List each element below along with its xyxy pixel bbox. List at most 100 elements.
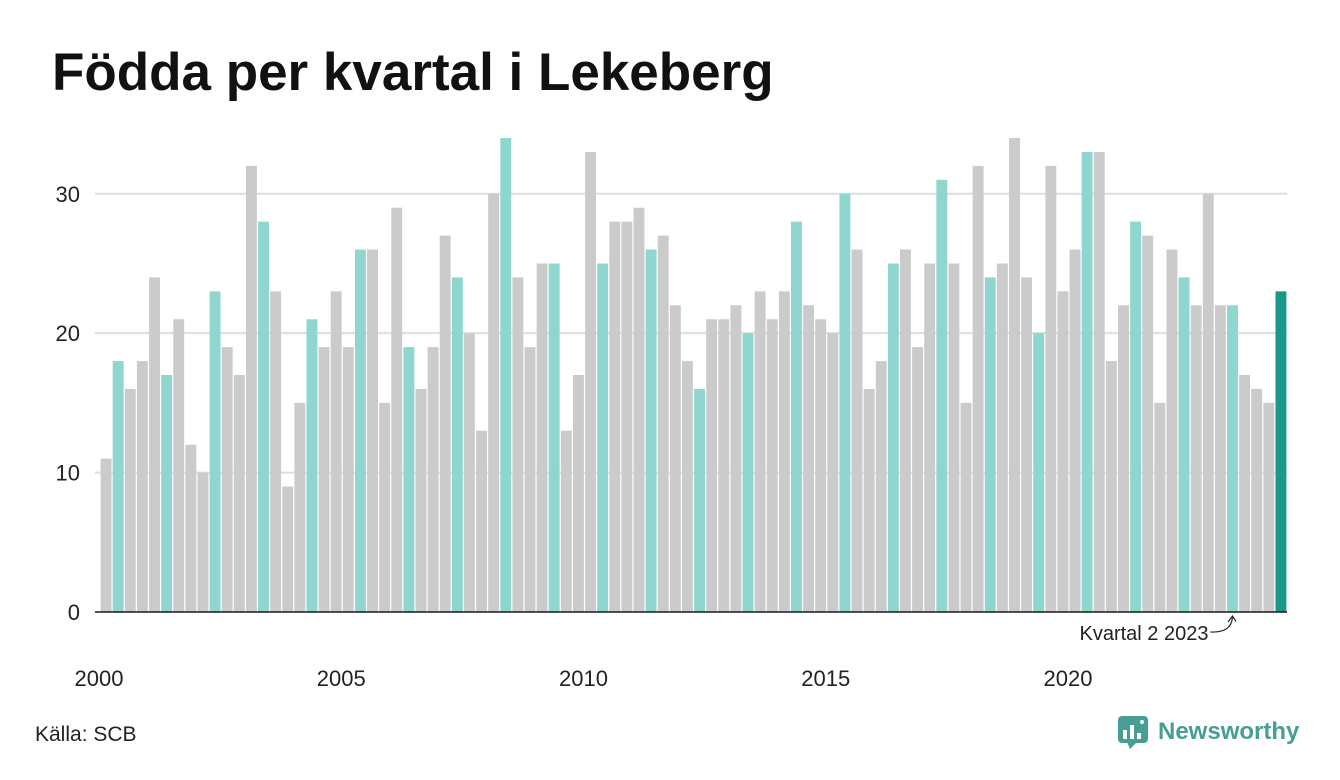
bar-2001-Q1	[149, 277, 160, 612]
bar-2011-Q1	[633, 207, 645, 612]
bar-2016-Q3	[900, 249, 911, 612]
bar-2009-Q1	[536, 263, 548, 612]
bar-2020-Q4	[1105, 361, 1117, 612]
bar-2022-Q3	[1190, 305, 1202, 612]
bar-2015-Q2	[839, 193, 851, 612]
y-tick-label: 20	[56, 321, 80, 346]
bar-2014-Q4	[815, 319, 827, 612]
bar-2007-Q4	[476, 430, 487, 612]
bar-2017-Q2	[936, 179, 948, 612]
chart-title: Födda per kvartal i Lekeberg	[52, 43, 774, 102]
bar-2009-Q2	[548, 263, 560, 612]
bar-2016-Q1	[875, 361, 887, 612]
bar-2021-Q3	[1142, 235, 1154, 612]
bar-2015-Q4	[863, 388, 875, 612]
newsworthy-logo-icon	[1118, 716, 1148, 749]
bar-2010-Q4	[621, 221, 633, 612]
bar-2006-Q2	[403, 347, 415, 612]
bar-2023-Q1	[1214, 305, 1226, 612]
bar-2005-Q4	[379, 402, 391, 612]
bar-2013-Q4	[766, 319, 778, 612]
bar-2013-Q2	[742, 333, 754, 612]
bar-2005-Q3	[367, 249, 378, 612]
bar-2000-Q3	[124, 388, 136, 612]
bar-2016-Q4	[912, 347, 924, 612]
bar-2018-Q2	[984, 277, 996, 612]
annotation-arrow	[1210, 616, 1234, 633]
annotation-label: Kvartal 2 2023	[1080, 623, 1209, 645]
bar-2015-Q3	[851, 249, 863, 612]
bar-2023-Q2	[1227, 305, 1238, 612]
bar-2001-Q3	[173, 319, 185, 612]
bar-2021-Q2	[1130, 221, 1142, 612]
bar-2014-Q2	[791, 221, 802, 612]
bar-2010-Q2	[597, 263, 609, 612]
bar-2005-Q1	[342, 347, 354, 612]
bar-2024-Q1	[1263, 402, 1275, 612]
bar-2007-Q3	[463, 333, 475, 612]
bar-2003-Q3	[270, 291, 282, 612]
x-tick-label: 2010	[559, 666, 608, 691]
bar-2020-Q3	[1093, 151, 1105, 612]
bar-2019-Q3	[1045, 165, 1057, 612]
bar-2007-Q1	[439, 235, 451, 612]
bar-2009-Q3	[560, 430, 572, 612]
bar-2002-Q2	[209, 291, 221, 612]
bar-2000-Q2	[112, 361, 124, 612]
bar-2001-Q4	[185, 444, 197, 612]
bar-2004-Q1	[294, 402, 306, 612]
brand-logo: Newsworthy	[1118, 716, 1300, 749]
bar-2008-Q2	[500, 138, 512, 612]
bar-2021-Q1	[1118, 305, 1129, 612]
bar-2006-Q1	[391, 207, 403, 612]
bar-2004-Q4	[330, 291, 342, 612]
y-axis-labels: 0 10 20 30	[56, 182, 80, 625]
bar-2018-Q4	[1009, 138, 1020, 612]
bar-2020-Q1	[1069, 249, 1081, 612]
bar-2022-Q4	[1202, 193, 1214, 612]
bar-2015-Q1	[827, 333, 839, 612]
bar-2014-Q3	[803, 305, 815, 612]
bar-2022-Q2	[1178, 277, 1190, 612]
x-axis-labels: 2000 2005 2010 2015 2020	[75, 666, 1093, 691]
bar-2011-Q2	[645, 249, 657, 612]
y-tick-label: 30	[56, 182, 80, 207]
bar-2004-Q2	[306, 319, 318, 612]
bar-2010-Q3	[609, 221, 621, 612]
bar-2018-Q1	[972, 165, 984, 612]
bar-2023-Q3	[1239, 375, 1251, 612]
bar-2011-Q4	[669, 305, 681, 612]
bar-2020-Q2	[1081, 151, 1093, 612]
x-tick-label: 2000	[75, 666, 124, 691]
bar-2000-Q4	[136, 361, 148, 612]
bar-2008-Q4	[524, 347, 536, 612]
bar-2019-Q4	[1057, 291, 1069, 612]
brand-name: Newsworthy	[1158, 718, 1300, 745]
bar-2021-Q4	[1154, 402, 1166, 612]
bar-2003-Q2	[258, 221, 269, 612]
bar-2017-Q3	[948, 263, 960, 612]
bar-2000-Q1	[100, 458, 112, 612]
bar-2001-Q2	[161, 375, 173, 612]
bar-2013-Q1	[730, 305, 742, 612]
bar-2009-Q4	[572, 375, 584, 612]
bar-2016-Q2	[887, 263, 899, 612]
x-tick-label: 2015	[801, 666, 850, 691]
bar-2012-Q4	[718, 319, 730, 612]
bar-2012-Q1	[681, 361, 693, 612]
y-tick-label: 0	[68, 600, 80, 625]
y-tick-label: 10	[56, 461, 80, 486]
bar-2010-Q1	[585, 151, 596, 612]
bar-2018-Q3	[996, 263, 1008, 612]
bar-2022-Q1	[1166, 249, 1178, 612]
bar-2024-Q2	[1275, 291, 1287, 612]
bar-2006-Q4	[427, 347, 439, 612]
bar-2003-Q4	[282, 486, 294, 612]
bar-2002-Q3	[221, 347, 233, 612]
bar-2012-Q2	[694, 388, 706, 612]
annotation: Kvartal 2 2023	[1080, 614, 1237, 645]
bars	[100, 138, 1287, 612]
source-label: Källa: SCB	[35, 723, 137, 746]
bar-2007-Q2	[451, 277, 463, 612]
